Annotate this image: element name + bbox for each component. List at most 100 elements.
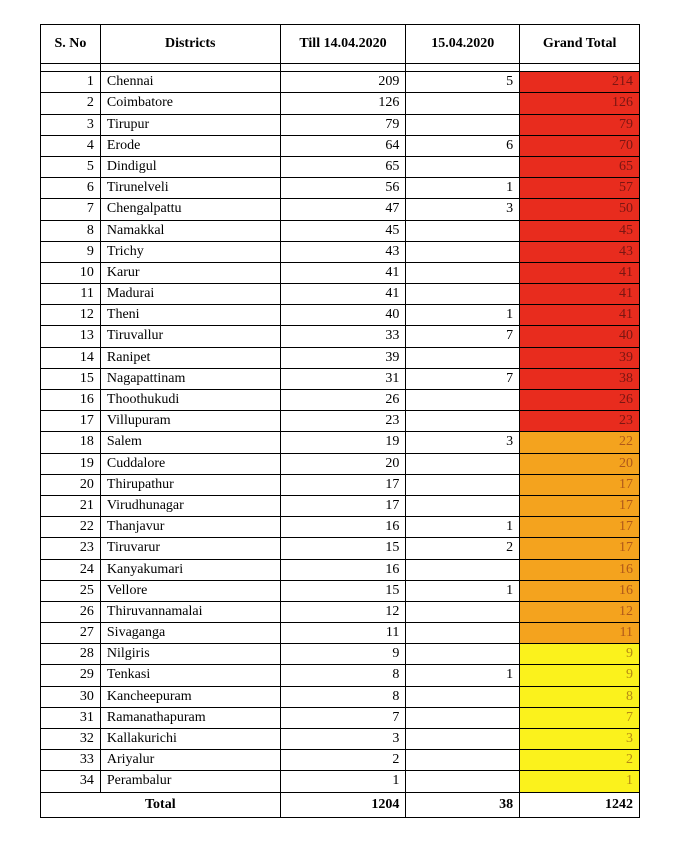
cell-district: Theni [100, 305, 280, 326]
cell-sno: 7 [41, 199, 101, 220]
table-row: 16Thoothukudi2626 [41, 390, 640, 411]
table-row: 21Virudhunagar1717 [41, 495, 640, 516]
cell-grand-total: 2 [520, 750, 640, 771]
cell-till: 16 [280, 559, 406, 580]
cell-grand-total: 20 [520, 453, 640, 474]
cell-district: Cuddalore [100, 453, 280, 474]
cell-grand-total: 50 [520, 199, 640, 220]
table-row: 27Sivaganga1111 [41, 623, 640, 644]
cell-day: 1 [406, 178, 520, 199]
cell-day [406, 262, 520, 283]
cell-district: Kanyakumari [100, 559, 280, 580]
cell-district: Tiruvallur [100, 326, 280, 347]
table-row: 18Salem19322 [41, 432, 640, 453]
cell-sno: 2 [41, 93, 101, 114]
cell-day [406, 411, 520, 432]
cell-day [406, 284, 520, 305]
cell-district: Thirupathur [100, 474, 280, 495]
cell-grand-total: 45 [520, 220, 640, 241]
col-grand-header: Grand Total [520, 25, 640, 64]
cell-sno: 22 [41, 517, 101, 538]
table-row: 6Tirunelveli56157 [41, 178, 640, 199]
cell-till: 1 [280, 771, 406, 792]
cell-sno: 28 [41, 644, 101, 665]
cell-till: 39 [280, 347, 406, 368]
table-row: 22Thanjavur16117 [41, 517, 640, 538]
table-row: 23Tiruvarur15217 [41, 538, 640, 559]
table-row: 15Nagapattinam31738 [41, 368, 640, 389]
table-row: 33Ariyalur22 [41, 750, 640, 771]
header-row: S. No Districts Till 14.04.2020 15.04.20… [41, 25, 640, 64]
cell-sno: 6 [41, 178, 101, 199]
cell-day [406, 474, 520, 495]
cell-day [406, 453, 520, 474]
cell-sno: 19 [41, 453, 101, 474]
cell-till: 79 [280, 114, 406, 135]
cell-day: 3 [406, 199, 520, 220]
cell-till: 11 [280, 623, 406, 644]
cell-district: Coimbatore [100, 93, 280, 114]
cell-district: Ramanathapuram [100, 707, 280, 728]
cell-grand-total: 40 [520, 326, 640, 347]
cell-district: Thiruvannamalai [100, 601, 280, 622]
cell-day [406, 750, 520, 771]
cell-till: 33 [280, 326, 406, 347]
cell-sno: 12 [41, 305, 101, 326]
cell-district: Ariyalur [100, 750, 280, 771]
cell-grand-total: 9 [520, 644, 640, 665]
cell-district: Trichy [100, 241, 280, 262]
total-till: 1204 [280, 792, 406, 817]
cell-day: 1 [406, 665, 520, 686]
col-day-header: 15.04.2020 [406, 25, 520, 64]
cell-district: Dindigul [100, 156, 280, 177]
cell-sno: 23 [41, 538, 101, 559]
table-row: 8Namakkal4545 [41, 220, 640, 241]
cell-sno: 1 [41, 72, 101, 93]
cell-grand-total: 57 [520, 178, 640, 199]
cell-day [406, 220, 520, 241]
table-row: 4Erode64670 [41, 135, 640, 156]
cell-district: Erode [100, 135, 280, 156]
cell-grand-total: 70 [520, 135, 640, 156]
cell-day [406, 644, 520, 665]
cell-grand-total: 16 [520, 559, 640, 580]
col-till-header: Till 14.04.2020 [280, 25, 406, 64]
table-row: 2Coimbatore126126 [41, 93, 640, 114]
cell-grand-total: 1 [520, 771, 640, 792]
cell-district: Namakkal [100, 220, 280, 241]
cell-district: Madurai [100, 284, 280, 305]
cell-district: Karur [100, 262, 280, 283]
cell-grand-total: 11 [520, 623, 640, 644]
cell-day: 5 [406, 72, 520, 93]
table-row: 12Theni40141 [41, 305, 640, 326]
table-row: 19Cuddalore2020 [41, 453, 640, 474]
cell-grand-total: 12 [520, 601, 640, 622]
spacer-row [41, 64, 640, 72]
table-row: 10Karur4141 [41, 262, 640, 283]
cell-grand-total: 38 [520, 368, 640, 389]
cell-grand-total: 26 [520, 390, 640, 411]
cell-till: 17 [280, 474, 406, 495]
cell-grand-total: 41 [520, 305, 640, 326]
cell-district: Tirupur [100, 114, 280, 135]
cell-sno: 21 [41, 495, 101, 516]
table-row: 9Trichy4343 [41, 241, 640, 262]
cell-sno: 25 [41, 580, 101, 601]
cell-till: 9 [280, 644, 406, 665]
col-dist-header: Districts [100, 25, 280, 64]
cell-grand-total: 9 [520, 665, 640, 686]
cell-till: 56 [280, 178, 406, 199]
cell-till: 126 [280, 93, 406, 114]
cell-day: 7 [406, 368, 520, 389]
cell-day [406, 495, 520, 516]
cell-grand-total: 65 [520, 156, 640, 177]
cell-district: Tirunelveli [100, 178, 280, 199]
cell-till: 20 [280, 453, 406, 474]
cell-till: 16 [280, 517, 406, 538]
cell-till: 23 [280, 411, 406, 432]
cell-day: 6 [406, 135, 520, 156]
cell-day: 1 [406, 580, 520, 601]
cell-grand-total: 43 [520, 241, 640, 262]
cell-grand-total: 39 [520, 347, 640, 368]
cell-district: Virudhunagar [100, 495, 280, 516]
